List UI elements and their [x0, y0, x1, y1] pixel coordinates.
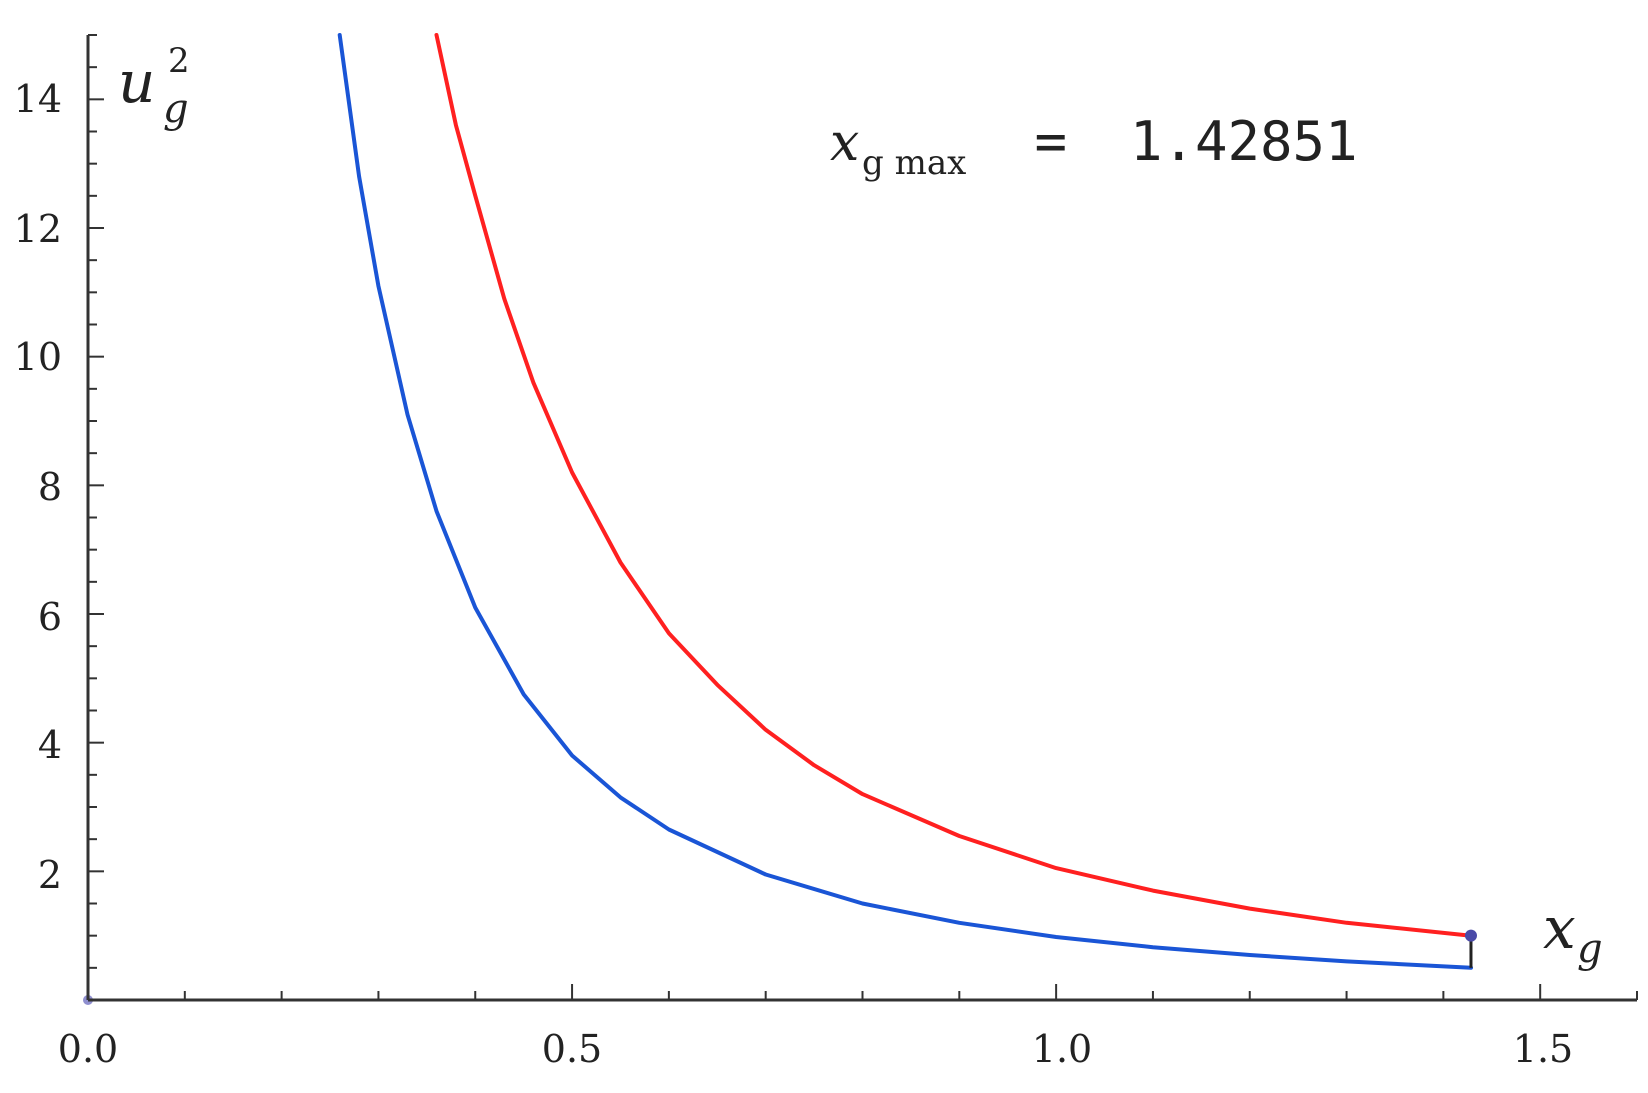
y-tick-label: 10	[14, 335, 62, 379]
x-tick-label: 1.0	[1032, 1027, 1092, 1071]
axes	[86, 34, 1638, 1002]
annotation-eq: =	[1002, 110, 1100, 173]
x-tick-label: 0.0	[58, 1027, 118, 1071]
y-tick-label: 2	[38, 853, 62, 897]
y-axis-title-sup: 2	[168, 41, 190, 81]
x-tick-label: 1.5	[1513, 1027, 1573, 1071]
y-tick-label: 4	[38, 723, 62, 767]
annotation-sub: g max	[862, 143, 966, 183]
annotation-value: 1.42851	[1130, 110, 1358, 173]
y-axis-title-base: u	[118, 48, 155, 116]
annotation-var: x	[830, 113, 859, 173]
plot-area	[83, 33, 1477, 1005]
series-line-2	[337, 33, 1473, 970]
y-tick-label: 14	[14, 77, 62, 121]
y-tick-label: 6	[38, 595, 62, 639]
x-axis-title-sub: g	[1577, 926, 1603, 972]
endpoint-marker	[1464, 929, 1477, 942]
x-tick-label: 0.5	[542, 1027, 602, 1071]
x-axis-title-base: x	[1543, 894, 1576, 962]
x-axis-title: x g	[1543, 894, 1603, 972]
y-axis-title: u 2 g	[118, 41, 190, 132]
y-tick-label: 12	[14, 207, 62, 251]
annotation: x g max = 1.42851	[830, 110, 1358, 183]
y-tick-label: 8	[38, 465, 62, 509]
series-line-1	[434, 33, 1473, 938]
y-axis-title-sub: g	[163, 86, 189, 132]
